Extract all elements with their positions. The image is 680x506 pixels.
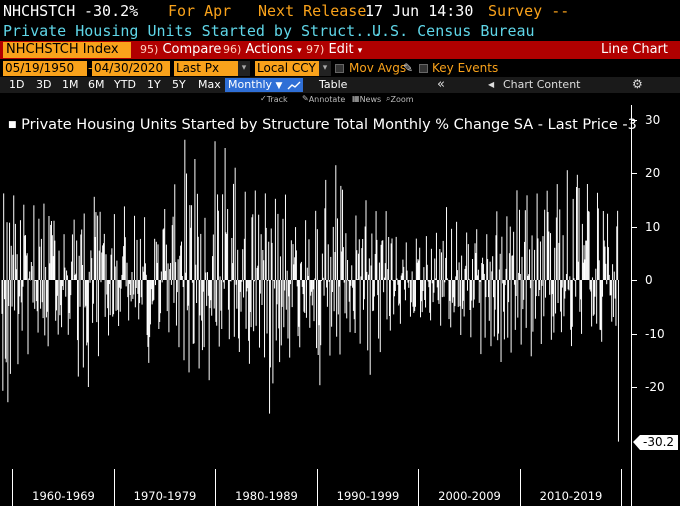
view-name: Line Chart: [601, 42, 668, 57]
settings-bar: 05/19/1950 - 04/30/2020 Last Px ▾ Local …: [0, 60, 680, 77]
y-axis: [631, 105, 632, 506]
x-band-1960s: 1960-1969: [12, 469, 114, 506]
chart-area[interactable]: ■ Private Housing Units Started by Struc…: [0, 105, 680, 506]
security-header: NHCHSTCH -30.2% For Apr Next Release 17 …: [0, 0, 680, 22]
edit-number: 97): [306, 43, 325, 56]
y-tick-mark: [632, 333, 637, 335]
y-tick-label: 10: [645, 219, 661, 234]
track-tool[interactable]: ✓ Track: [260, 94, 288, 104]
x-label: 1990-1999: [336, 489, 400, 503]
gear-icon[interactable]: ⚙: [632, 77, 643, 91]
y-tick-mark: [632, 173, 637, 174]
frequency-label: Monthly: [228, 78, 273, 91]
edit-label: Edit: [328, 42, 354, 57]
source: U.S. Census Bureau: [372, 22, 535, 40]
chart-title-text: Private Housing Units Started by Structu…: [21, 117, 637, 133]
x-label: 1970-1979: [133, 489, 197, 503]
zoom-label: Zoom: [390, 95, 414, 104]
table-button[interactable]: Table: [319, 78, 348, 91]
last-value-pointer: [633, 435, 640, 450]
actions-label: Actions: [245, 42, 293, 57]
compare-label: Compare: [162, 42, 222, 57]
period-bar: 1D 3D 1M 6M YTD 1Y 5Y Max Monthly ▼ Tabl…: [0, 77, 680, 93]
y-tick-mark: [632, 280, 637, 281]
edit-button[interactable]: 97) Edit ▾: [306, 42, 362, 59]
zoom-tool[interactable]: ⌕ Zoom: [386, 94, 414, 104]
mov-avgs-edit-icon[interactable]: ✎: [403, 61, 414, 75]
survey: Survey --: [488, 2, 570, 20]
end-date-input[interactable]: 04/30/2020: [92, 61, 170, 76]
news-tool[interactable]: ▦ News: [352, 94, 382, 104]
x-band-2000s: 2000-2009: [418, 469, 520, 506]
x-label: 1960-1969: [32, 489, 95, 503]
start-date-input[interactable]: 05/19/1950: [3, 61, 87, 76]
field-dropdown-icon[interactable]: ▾: [238, 61, 250, 76]
for-period: For Apr: [168, 2, 232, 20]
y-tick-label: 30: [645, 112, 661, 127]
y-tick-label: 0: [645, 273, 653, 287]
period-6m[interactable]: 6M: [88, 78, 105, 91]
period-1m[interactable]: 1M: [62, 78, 79, 91]
last-value-label: -30.2: [640, 435, 678, 450]
mov-avgs-checkbox[interactable]: [335, 64, 344, 73]
change-value: -30.2%: [84, 2, 139, 20]
period-5y[interactable]: 5Y: [172, 78, 186, 91]
next-release-date: 17 Jun 14:30: [365, 2, 474, 20]
field-select[interactable]: Last Px: [174, 61, 250, 76]
x-band-2010s: 2010-2019: [520, 469, 622, 506]
x-axis: 1960-1969 1970-1979 1980-1989 1990-1999 …: [0, 469, 632, 506]
y-tick-mark: [632, 387, 637, 388]
function-bar: NHCHSTCH Index 95) Compare 96) Actions ▾…: [0, 41, 680, 59]
compare-number: 95): [140, 43, 159, 56]
x-band-1990s: 1990-1999: [317, 469, 418, 506]
y-tick-mark: [632, 226, 637, 228]
period-max[interactable]: Max: [198, 78, 221, 91]
y-tick-label: 20: [645, 166, 661, 180]
x-label: 2000-2009: [438, 489, 501, 503]
mov-avgs-label: Mov Avgs: [349, 61, 407, 75]
line-chart-icon[interactable]: [285, 78, 303, 92]
actions-number: 96): [223, 43, 242, 56]
actions-dropdown-icon: ▾: [297, 46, 302, 56]
x-label: 2010-2019: [539, 489, 603, 503]
news-label: News: [359, 95, 382, 104]
chart-content-toggle-icon[interactable]: ◀: [488, 80, 495, 89]
compare-button[interactable]: 95) Compare: [140, 42, 221, 58]
actions-button[interactable]: 96) Actions ▾: [223, 42, 302, 59]
chart-content-button[interactable]: Chart Content: [503, 78, 581, 91]
track-label: Track: [266, 95, 288, 104]
date-separator: -: [88, 61, 93, 75]
description-row: Private Housing Units Started by Struct.…: [0, 21, 680, 41]
frequency-dropdown-icon: ▼: [275, 81, 283, 91]
bar-series: [1, 139, 619, 442]
key-events-checkbox[interactable]: [419, 64, 428, 73]
annotate-label: Annotate: [308, 95, 346, 104]
period-1y[interactable]: 1Y: [147, 78, 161, 91]
y-tick-mark: [632, 119, 637, 121]
y-tick-label: -10: [645, 326, 665, 341]
x-band-1970s: 1970-1979: [114, 469, 215, 506]
collapse-icon[interactable]: «: [437, 77, 445, 92]
period-1d[interactable]: 1D: [9, 78, 25, 91]
security-input[interactable]: NHCHSTCH Index: [3, 42, 131, 58]
next-release-label: Next Release: [258, 2, 367, 20]
key-events-label: Key Events: [432, 61, 499, 75]
legend-marker: ■: [8, 120, 17, 130]
period-3d[interactable]: 3D: [36, 78, 52, 91]
currency-select[interactable]: Local CCY: [255, 61, 319, 76]
y-tick-label: -20: [645, 380, 665, 394]
edit-dropdown-icon: ▾: [357, 46, 363, 56]
series-title: Private Housing Units Started by Struct.…: [3, 22, 383, 40]
period-ytd[interactable]: YTD: [114, 78, 136, 91]
ticker: NHCHSTCH: [3, 2, 76, 20]
annotate-tool[interactable]: ✎ Annotate: [302, 94, 346, 104]
currency-dropdown-icon[interactable]: ▾: [319, 61, 331, 76]
x-label: 1980-1989: [235, 489, 298, 503]
chart-title: ■ Private Housing Units Started by Struc…: [8, 117, 637, 133]
frequency-select[interactable]: Monthly ▼: [225, 78, 286, 92]
x-band-1980s: 1980-1989: [215, 469, 317, 506]
